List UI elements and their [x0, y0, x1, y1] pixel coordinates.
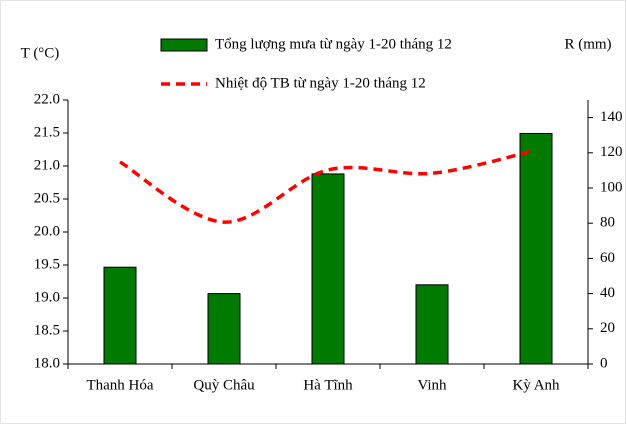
legend-label: Tổng lượng mưa từ ngày 1-20 tháng 12: [215, 36, 452, 52]
x-tick-label: Vinh: [417, 377, 447, 393]
y2-axis-label: R (mm): [564, 36, 611, 52]
x-tick-label: Kỳ Anh: [512, 377, 560, 393]
y2-tick-label: 120: [600, 144, 623, 160]
y-tick-label: 20.0: [34, 223, 60, 239]
line: [119, 148, 537, 224]
y2-tick-label: 20: [600, 320, 615, 336]
y2-tick-label: 100: [600, 179, 623, 195]
y-tick-label: 18.0: [34, 355, 60, 371]
legend-swatch: [160, 38, 208, 52]
y-tick-label: 21.0: [34, 157, 60, 173]
x-tick-label: Thanh Hóa: [86, 377, 153, 393]
x-tick-label: Hà Tĩnh: [303, 377, 353, 393]
y2-tick-label: 140: [600, 109, 623, 125]
bar: [415, 284, 449, 365]
bar: [519, 132, 553, 365]
bar: [311, 173, 345, 365]
y-tick-label: 18.5: [34, 322, 60, 338]
y-tick-label: 21.5: [34, 124, 60, 140]
y2-tick-label: 60: [600, 250, 615, 266]
y-tick-label: 22.0: [34, 91, 60, 107]
y2-tick-label: 80: [600, 215, 615, 231]
bar: [103, 266, 137, 365]
x-tick-label: Quỳ Châu: [193, 377, 255, 393]
y2-tick-label: 40: [600, 285, 615, 301]
bar: [207, 293, 241, 365]
y2-tick-label: 0: [600, 355, 608, 371]
y-tick-label: 19.0: [34, 289, 60, 305]
legend-label: Nhiệt độ TB từ ngày 1-20 tháng 12: [215, 75, 426, 91]
y-axis-label: T (°C): [21, 45, 60, 61]
y-tick-label: 20.5: [34, 190, 60, 206]
y-tick-label: 19.5: [34, 256, 60, 272]
